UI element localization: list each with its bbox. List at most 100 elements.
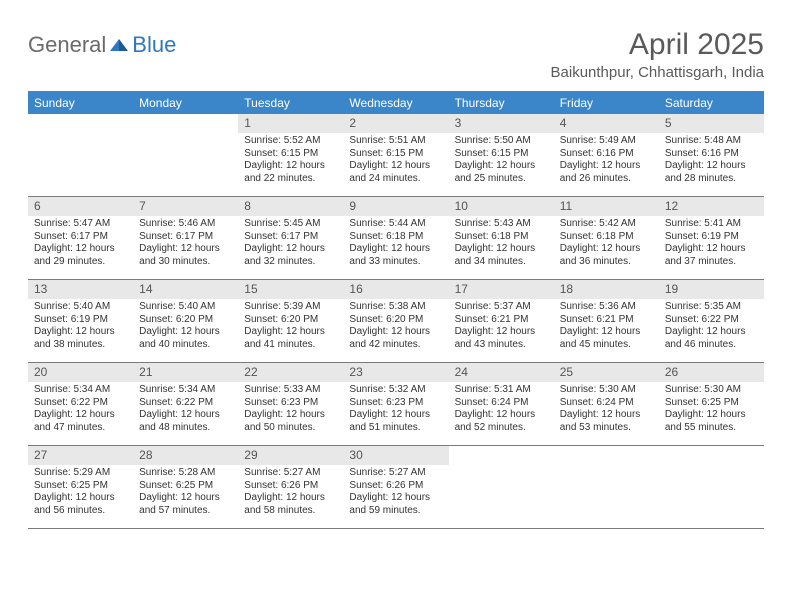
- day-number: 8: [238, 197, 343, 216]
- day-number: 15: [238, 280, 343, 299]
- sunrise-text: Sunrise: 5:41 AM: [665, 218, 758, 231]
- day-body: Sunrise: 5:51 AMSunset: 6:15 PMDaylight:…: [343, 135, 448, 185]
- day-body: Sunrise: 5:42 AMSunset: 6:18 PMDaylight:…: [554, 218, 659, 268]
- sunset-text: Sunset: 6:22 PM: [139, 397, 232, 410]
- daylight-text: Daylight: 12 hours and 26 minutes.: [560, 160, 653, 185]
- daylight-text: Daylight: 12 hours and 58 minutes.: [244, 492, 337, 517]
- sunrise-text: Sunrise: 5:34 AM: [139, 384, 232, 397]
- sunrise-text: Sunrise: 5:30 AM: [665, 384, 758, 397]
- daylight-text: Daylight: 12 hours and 37 minutes.: [665, 243, 758, 268]
- day-number: 13: [28, 280, 133, 299]
- day-cell: 27Sunrise: 5:29 AMSunset: 6:25 PMDayligh…: [28, 446, 133, 528]
- day-cell: 13 Sunrise: 5:40 AMSunset: 6:19 PMDayligh…: [28, 280, 133, 362]
- day-number: 28: [133, 446, 238, 465]
- day-number: 29: [238, 446, 343, 465]
- day-number: [449, 446, 554, 465]
- daylight-text: Daylight: 12 hours and 51 minutes.: [349, 409, 442, 434]
- day-cell: [449, 446, 554, 528]
- sunset-text: Sunset: 6:22 PM: [665, 314, 758, 327]
- day-body: Sunrise: 5:45 AMSunset: 6:17 PMDaylight:…: [238, 218, 343, 268]
- daylight-text: Daylight: 12 hours and 25 minutes.: [455, 160, 548, 185]
- day-cell: 6Sunrise: 5:47 AMSunset: 6:17 PMDaylight…: [28, 197, 133, 279]
- daylight-text: Daylight: 12 hours and 56 minutes.: [34, 492, 127, 517]
- day-number: 12: [659, 197, 764, 216]
- logo-triangle-icon: [110, 35, 130, 56]
- day-body: Sunrise: 5:47 AMSunset: 6:17 PMDaylight:…: [28, 218, 133, 268]
- day-cell: 19 Sunrise: 5:35 AMSunset: 6:22 PMDayligh…: [659, 280, 764, 362]
- sunset-text: Sunset: 6:15 PM: [455, 148, 548, 161]
- week-row: 27Sunrise: 5:29 AMSunset: 6:25 PMDayligh…: [28, 446, 764, 529]
- day-number: 2: [343, 114, 448, 133]
- sunset-text: Sunset: 6:20 PM: [349, 314, 442, 327]
- sunrise-text: Sunrise: 5:50 AM: [455, 135, 548, 148]
- day-number: 25: [554, 363, 659, 382]
- day-number: [133, 114, 238, 133]
- daylight-text: Daylight: 12 hours and 46 minutes.: [665, 326, 758, 351]
- daylight-text: Daylight: 12 hours and 29 minutes.: [34, 243, 127, 268]
- daylight-text: Daylight: 12 hours and 55 minutes.: [665, 409, 758, 434]
- daylight-text: Daylight: 12 hours and 48 minutes.: [139, 409, 232, 434]
- day-body: Sunrise: 5:36 AMSunset: 6:21 PMDaylight:…: [554, 301, 659, 351]
- day-cell: 14Sunrise: 5:40 AMSunset: 6:20 PMDayligh…: [133, 280, 238, 362]
- day-body: Sunrise: 5:31 AMSunset: 6:24 PMDaylight:…: [449, 384, 554, 434]
- sunrise-text: Sunrise: 5:40 AM: [34, 301, 127, 314]
- day-cell: 23Sunrise: 5:32 AMSunset: 6:23 PMDayligh…: [343, 363, 448, 445]
- sunrise-text: Sunrise: 5:36 AM: [560, 301, 653, 314]
- logo: General Blue: [28, 28, 176, 58]
- location: Baikunthpur, Chhattisgarh, India: [551, 64, 764, 81]
- sunset-text: Sunset: 6:18 PM: [560, 231, 653, 244]
- day-cell: 29Sunrise: 5:27 AMSunset: 6:26 PMDayligh…: [238, 446, 343, 528]
- day-cell: 10Sunrise: 5:43 AMSunset: 6:18 PMDayligh…: [449, 197, 554, 279]
- sunrise-text: Sunrise: 5:35 AM: [665, 301, 758, 314]
- sunset-text: Sunset: 6:23 PM: [244, 397, 337, 410]
- day-number: 20: [28, 363, 133, 382]
- daylight-text: Daylight: 12 hours and 36 minutes.: [560, 243, 653, 268]
- day-body: Sunrise: 5:35 AMSunset: 6:22 PMDaylight:…: [659, 301, 764, 351]
- sunset-text: Sunset: 6:19 PM: [34, 314, 127, 327]
- calendar: SundayMondayTuesdayWednesdayThursdayFrid…: [28, 91, 764, 529]
- sunset-text: Sunset: 6:18 PM: [349, 231, 442, 244]
- day-body: Sunrise: 5:38 AMSunset: 6:20 PMDaylight:…: [343, 301, 448, 351]
- sunset-text: Sunset: 6:26 PM: [244, 480, 337, 493]
- header: General Blue April 2025 Baikunthpur, Chh…: [28, 28, 764, 81]
- logo-text-general: General: [28, 32, 106, 58]
- sunrise-text: Sunrise: 5:39 AM: [244, 301, 337, 314]
- day-cell: 24Sunrise: 5:31 AMSunset: 6:24 PMDayligh…: [449, 363, 554, 445]
- day-number: [659, 446, 764, 465]
- day-number: 30: [343, 446, 448, 465]
- day-cell: 18 Sunrise: 5:36 AMSunset: 6:21 PMDayligh…: [554, 280, 659, 362]
- day-body: Sunrise: 5:27 AMSunset: 6:26 PMDaylight:…: [343, 467, 448, 517]
- sunrise-text: Sunrise: 5:37 AM: [455, 301, 548, 314]
- day-body: Sunrise: 5:40 AMSunset: 6:19 PMDaylight:…: [28, 301, 133, 351]
- week-row: 6Sunrise: 5:47 AMSunset: 6:17 PMDaylight…: [28, 197, 764, 280]
- sunset-text: Sunset: 6:25 PM: [139, 480, 232, 493]
- sunset-text: Sunset: 6:26 PM: [349, 480, 442, 493]
- day-cell: 9 Sunrise: 5:44 AMSunset: 6:18 PMDaylight…: [343, 197, 448, 279]
- sunset-text: Sunset: 6:19 PM: [665, 231, 758, 244]
- day-cell: 20Sunrise: 5:34 AMSunset: 6:22 PMDayligh…: [28, 363, 133, 445]
- day-number: 4: [554, 114, 659, 133]
- day-cell: 12 Sunrise: 5:41 AMSunset: 6:19 PMDayligh…: [659, 197, 764, 279]
- sunset-text: Sunset: 6:22 PM: [34, 397, 127, 410]
- sunrise-text: Sunrise: 5:52 AM: [244, 135, 337, 148]
- logo-text-blue: Blue: [132, 32, 176, 58]
- dow-cell: Tuesday: [238, 92, 343, 114]
- sunrise-text: Sunrise: 5:42 AM: [560, 218, 653, 231]
- day-body: Sunrise: 5:44 AMSunset: 6:18 PMDaylight:…: [343, 218, 448, 268]
- sunset-text: Sunset: 6:17 PM: [244, 231, 337, 244]
- day-cell: 28Sunrise: 5:28 AMSunset: 6:25 PMDayligh…: [133, 446, 238, 528]
- day-number: 19: [659, 280, 764, 299]
- day-cell: [133, 114, 238, 196]
- week-row: 13Sunrise: 5:40 AMSunset: 6:19 PMDayligh…: [28, 280, 764, 363]
- dow-cell: Sunday: [28, 92, 133, 114]
- day-number: 9: [343, 197, 448, 216]
- sunset-text: Sunset: 6:20 PM: [139, 314, 232, 327]
- day-number: 11: [554, 197, 659, 216]
- day-number: 23: [343, 363, 448, 382]
- day-number: 14: [133, 280, 238, 299]
- day-number: 18: [554, 280, 659, 299]
- daylight-text: Daylight: 12 hours and 52 minutes.: [455, 409, 548, 434]
- sunrise-text: Sunrise: 5:43 AM: [455, 218, 548, 231]
- daylight-text: Daylight: 12 hours and 53 minutes.: [560, 409, 653, 434]
- sunrise-text: Sunrise: 5:40 AM: [139, 301, 232, 314]
